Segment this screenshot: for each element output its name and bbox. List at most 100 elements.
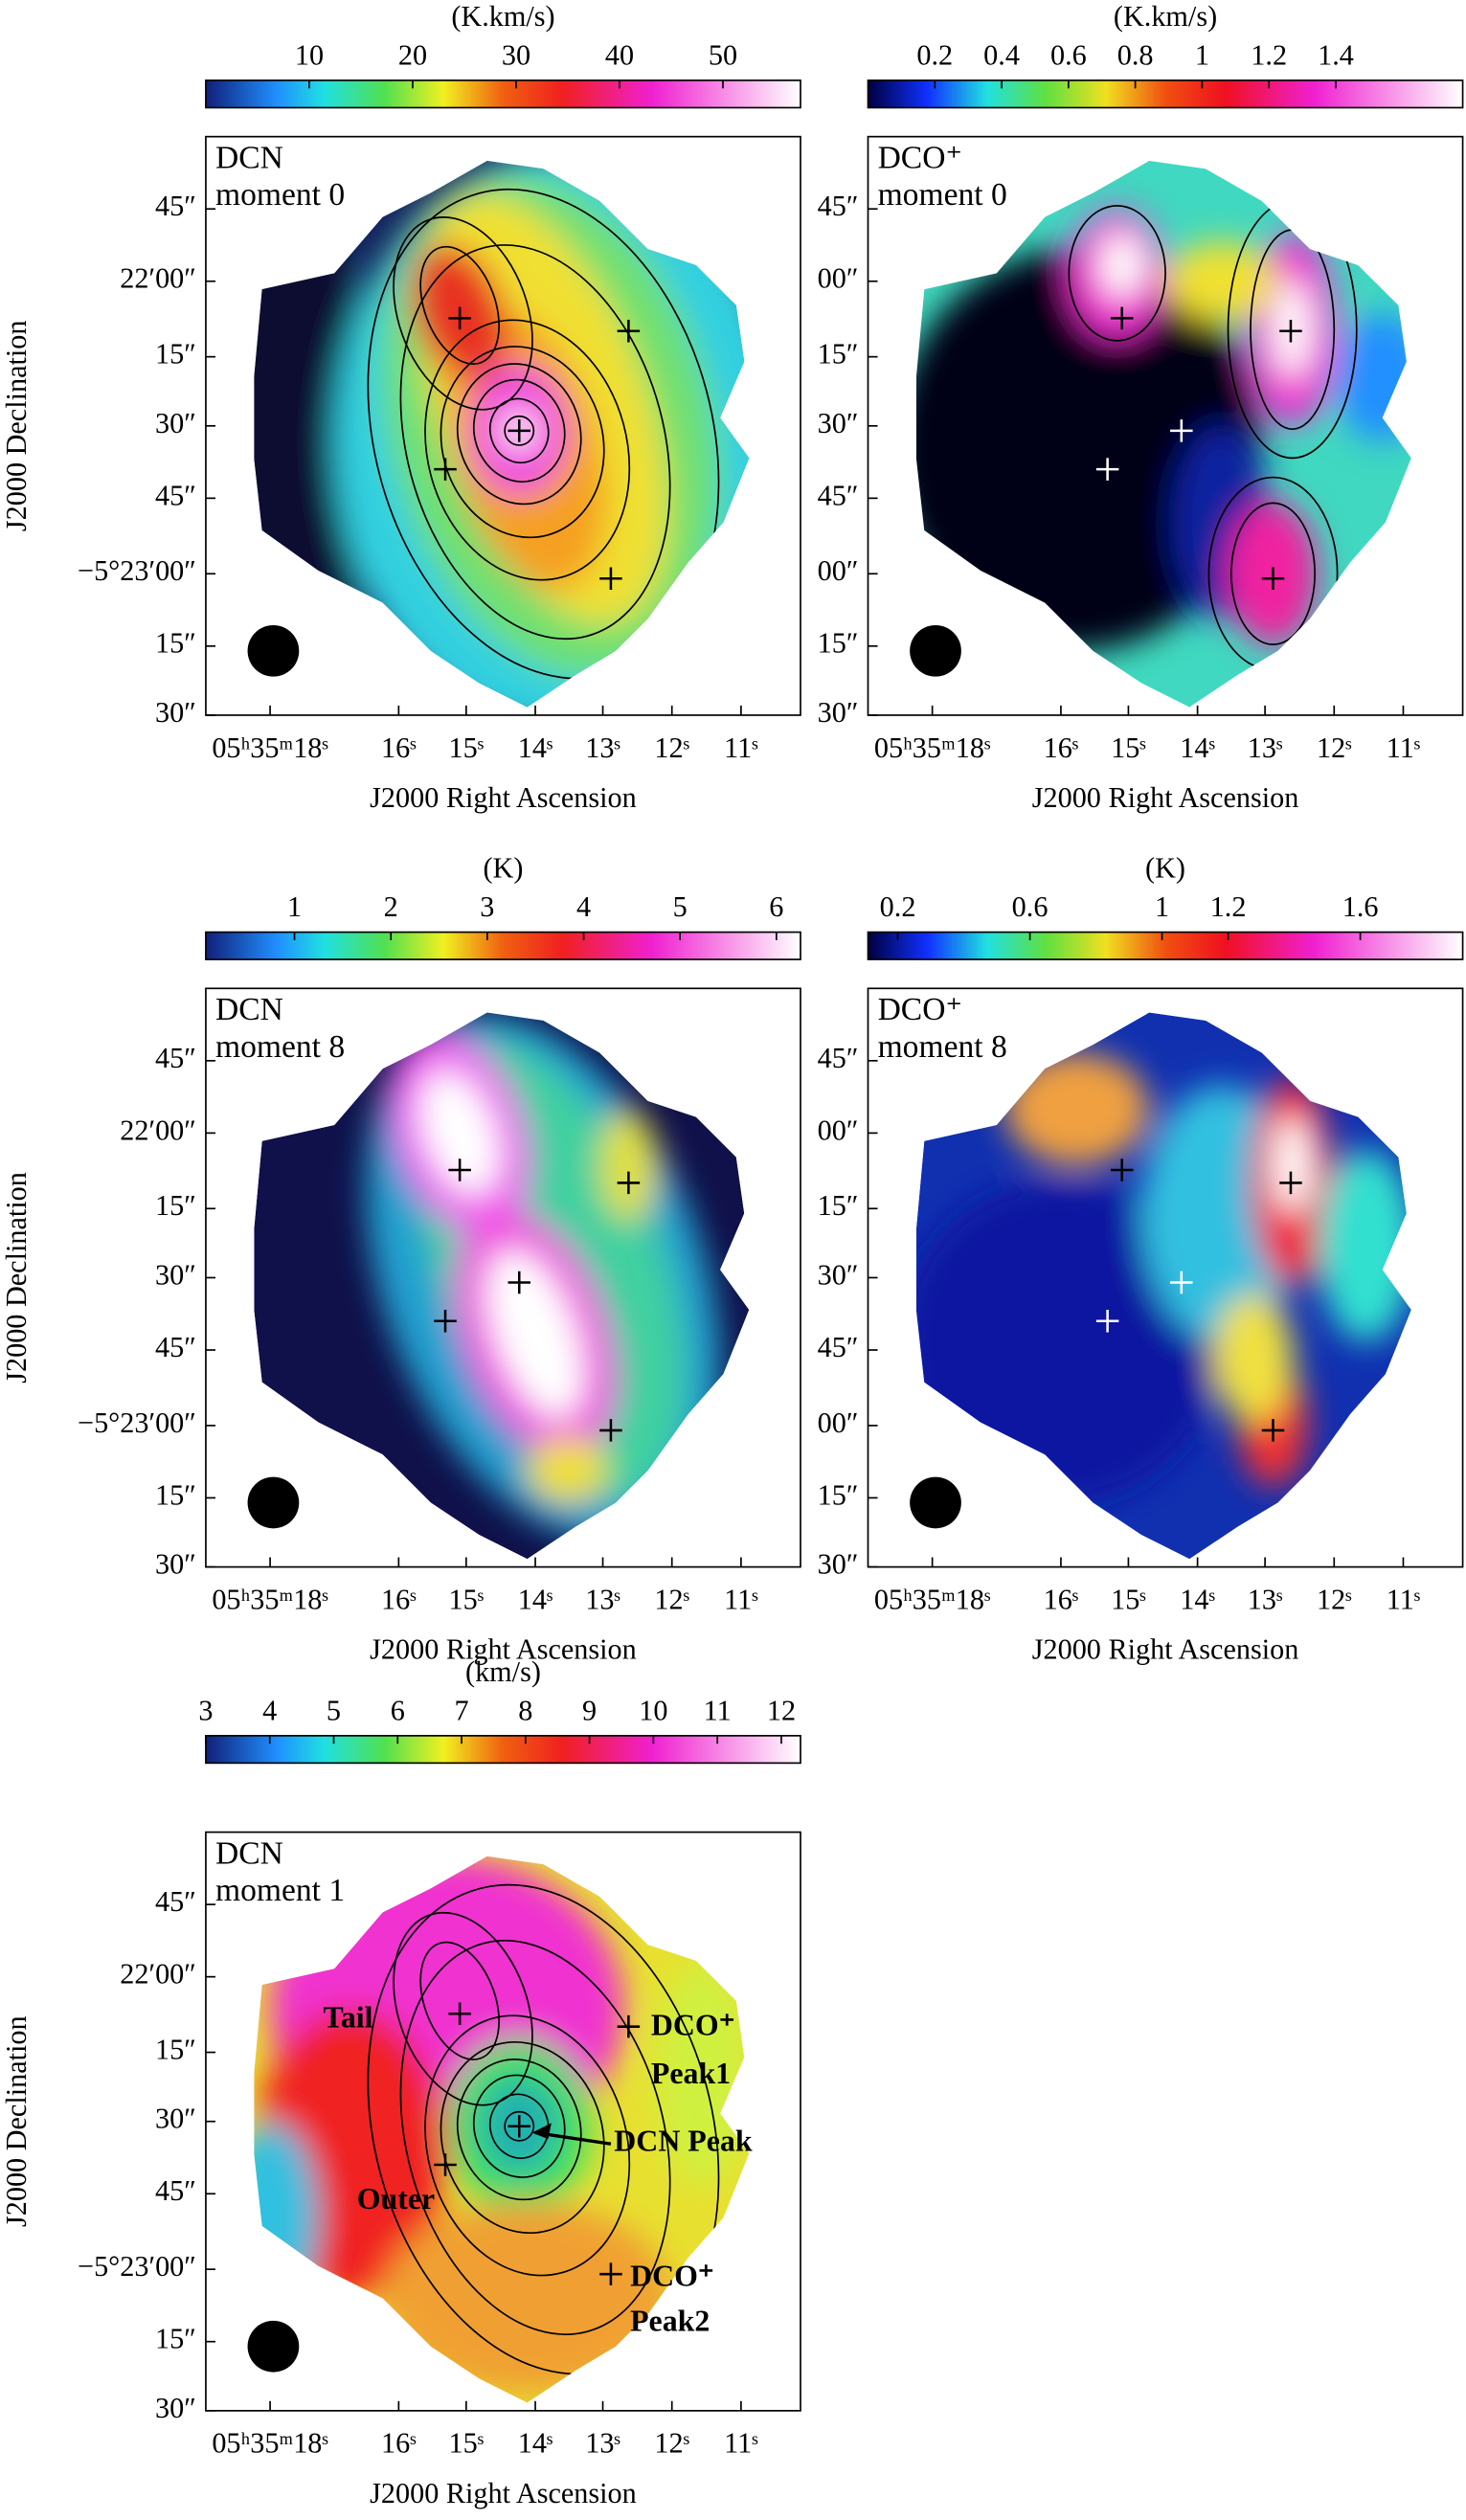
dec-tick-label: 15″ [155,1189,196,1222]
dec-tick-label: 45″ [155,1331,196,1363]
beam [247,1476,300,1529]
ra-tick-label: 14ˢ [518,1583,553,1615]
colorbar-tick-label: 8 [518,1694,532,1726]
ra-tick-label: 12ˢ [1317,731,1352,764]
emission [915,249,1262,651]
dec-tick-label: −5°23′00″ [78,554,196,587]
colorbar-tick-label: 0.2 [916,38,953,71]
colorbar-tick-label: 1.2 [1251,38,1287,71]
ra-tick-label: 12ˢ [654,731,689,764]
colorbar-tick-label: 30 [502,38,530,71]
emission [1318,1149,1411,1342]
panel-moment: moment 8 [878,1029,1007,1065]
dec-tick-label: 30″ [818,407,859,439]
position-marker [1261,567,1285,591]
position-marker [434,458,457,481]
contour [424,319,631,581]
dec-tick-label: 45″ [155,190,196,222]
beam [910,1476,961,1529]
colorbar [205,79,801,109]
beam [247,624,300,677]
position-marker [1110,306,1134,330]
ra-tick-label: 15ˢ [1111,731,1146,764]
position-marker [1261,1419,1285,1442]
peak-circle [504,2110,535,2142]
position-marker [617,320,641,343]
dec-tick-label: 15″ [818,1189,859,1222]
panel-molecule: DCN [215,1835,283,1871]
colorbar [867,79,1464,109]
x-axis-title: J2000 Right Ascension [1032,1633,1299,1666]
position-marker [1170,419,1193,442]
arrow-head [531,2123,552,2140]
x-axis-title: J2000 Right Ascension [1032,781,1299,814]
dec-tick-label: 15″ [155,627,196,660]
contour [1230,502,1316,645]
dec-tick-label: 30″ [155,2103,196,2135]
emission [1273,281,1312,378]
colorbar-tick-label: 40 [605,38,634,71]
dec-tick-label: 45″ [818,1042,859,1074]
emission [599,1109,658,1222]
position-marker [1279,1171,1302,1195]
annotation: DCO⁺ [630,2260,714,2293]
position-marker [599,2262,622,2285]
ra-tick-label: 05ʰ35ᵐ18ˢ [212,1583,328,1615]
dec-tick-label: 15″ [818,627,859,660]
emission [1273,1116,1312,1214]
colorbar-tick-label: 0.2 [880,890,916,923]
contour [456,2059,582,2201]
dec-tick-label: 45″ [818,1331,859,1363]
emission [419,1071,500,1195]
position-marker [617,2014,641,2038]
map-image [915,160,1411,708]
ra-tick-label: 15ˢ [449,2427,485,2460]
dec-tick-label: 15″ [155,2033,196,2065]
contour [456,363,582,506]
position-marker [448,1159,471,1181]
emission [1165,240,1278,322]
ra-tick-label: 15ˢ [449,1583,485,1615]
dec-tick-label: 00″ [818,1114,859,1146]
annotation: Tail [324,2000,373,2034]
ra-tick-label: 12ˢ [654,1583,689,1615]
position-marker [1110,1159,1134,1181]
dec-tick-label: 15″ [155,1478,196,1511]
position-marker [507,1271,531,1294]
ra-tick-label: 16ˢ [381,731,417,764]
colorbar-unit: (K) [483,852,523,885]
colorbar-tick-label: 4 [576,890,591,923]
colorbar-tick-label: 3 [480,890,494,923]
colorbar-tick-label: 10 [295,38,324,71]
map-image [254,160,750,708]
ra-tick-label: 13ˢ [585,1583,620,1615]
x-axis-title: J2000 Right Ascension [370,781,637,814]
ra-tick-label: 12ˢ [654,2427,689,2460]
colorbar-tick-label: 50 [709,38,737,71]
dec-tick-label: 30″ [818,1258,859,1291]
position-marker [617,1171,641,1195]
position-marker [434,2153,457,2176]
colorbar-unit: (km/s) [465,1655,541,1688]
emission [1334,313,1411,442]
colorbar-tick-label: 9 [582,1694,597,1726]
ra-tick-label: 11ˢ [1387,731,1421,764]
contour [399,244,671,641]
colorbar-tick-label: 1.4 [1318,38,1354,71]
position-marker [599,1419,622,1442]
colorbar [205,1735,801,1765]
ra-tick-label: 05ʰ35ᵐ18ˢ [212,2427,328,2460]
panel-molecule: DCN [215,992,283,1027]
colorbar-tick-label: 12 [767,1694,796,1726]
peak-circle [504,415,535,446]
map-blobs [254,160,750,708]
y-axis-title: J2000 Declination [0,1172,33,1384]
contour [472,2074,566,2178]
dec-tick-label: 30″ [155,2392,196,2424]
beam [910,624,961,677]
colorbar-tick-label: 7 [455,1694,469,1726]
dec-tick-label: 45″ [818,479,859,511]
emission [527,1438,608,1503]
dec-tick-label: 00″ [818,262,859,295]
ra-tick-label: 13ˢ [1248,731,1283,764]
